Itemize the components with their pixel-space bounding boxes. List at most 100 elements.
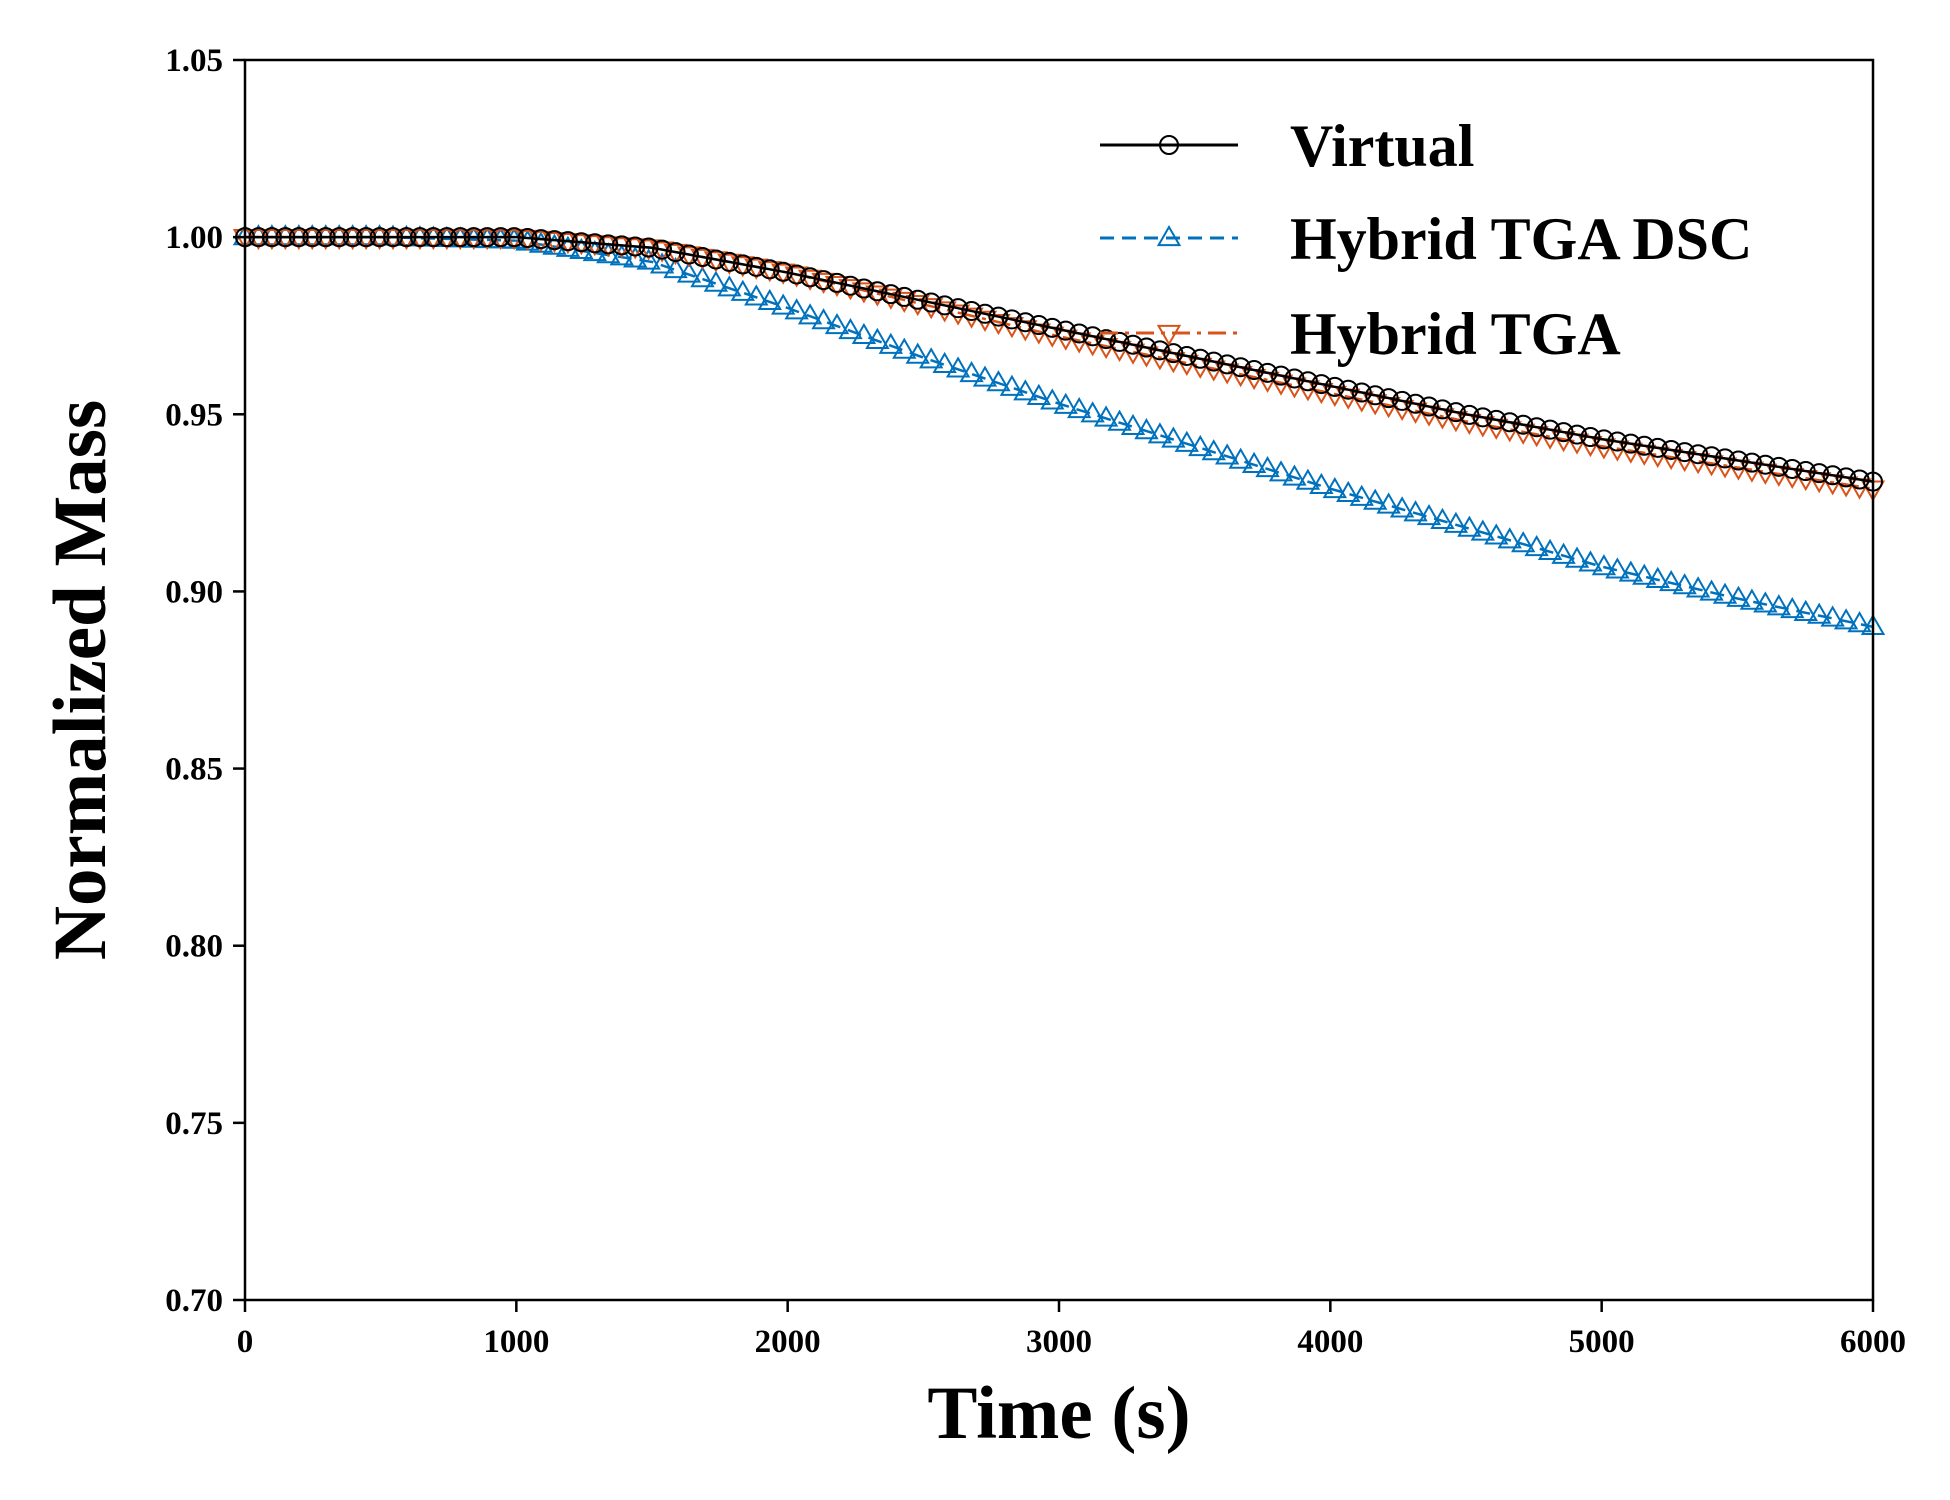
series-marker bbox=[1847, 611, 1872, 633]
series-marker bbox=[1472, 407, 1493, 428]
series-marker bbox=[1661, 439, 1682, 460]
series-marker bbox=[1215, 443, 1240, 465]
y-tick-label: 0.70 bbox=[165, 1283, 223, 1319]
series-marker bbox=[1551, 542, 1576, 564]
series-marker bbox=[1338, 379, 1359, 400]
series-marker bbox=[1699, 579, 1724, 601]
series-marker bbox=[853, 278, 874, 299]
series-marker bbox=[1620, 433, 1641, 454]
series-marker bbox=[880, 284, 901, 305]
series-marker bbox=[1445, 402, 1466, 423]
y-tick-label: 1.00 bbox=[165, 220, 223, 256]
x-tick-label: 2000 bbox=[755, 1324, 821, 1360]
series-marker bbox=[948, 298, 969, 319]
y-tick-label: 0.85 bbox=[165, 752, 223, 788]
series-marker bbox=[1741, 452, 1762, 473]
series-marker bbox=[959, 360, 984, 383]
series-marker bbox=[1403, 500, 1428, 522]
series-marker bbox=[1782, 458, 1803, 479]
series-marker bbox=[1405, 393, 1426, 414]
series-marker bbox=[732, 254, 753, 275]
series-marker bbox=[1822, 465, 1843, 486]
y-tick-label: 0.95 bbox=[165, 397, 223, 433]
series-marker bbox=[1149, 340, 1170, 361]
series-marker bbox=[1755, 454, 1776, 475]
series-marker bbox=[1580, 427, 1601, 448]
series-virtual bbox=[235, 227, 1883, 492]
series-marker bbox=[1107, 409, 1132, 431]
y-tick-label: 0.75 bbox=[165, 1106, 223, 1142]
series-marker bbox=[1163, 343, 1184, 364]
legend-item: Virtual bbox=[1100, 113, 1474, 179]
series-marker bbox=[690, 266, 715, 288]
series-marker bbox=[786, 264, 807, 285]
series-marker bbox=[1419, 396, 1439, 417]
series-marker bbox=[1795, 461, 1816, 482]
series-marker bbox=[1042, 317, 1063, 338]
series-marker bbox=[757, 288, 782, 311]
series-marker bbox=[1849, 469, 1870, 490]
series-marker bbox=[1365, 385, 1386, 406]
series-marker bbox=[1026, 383, 1051, 405]
series-marker bbox=[1176, 345, 1197, 366]
series-marker bbox=[1728, 450, 1749, 471]
series-marker bbox=[1634, 435, 1655, 456]
series-marker bbox=[1015, 312, 1036, 333]
series-marker bbox=[1739, 588, 1765, 610]
series-marker bbox=[919, 347, 944, 369]
series-marker bbox=[838, 317, 863, 340]
series-marker bbox=[1297, 371, 1318, 392]
series-marker bbox=[679, 244, 699, 265]
series-marker bbox=[1324, 376, 1345, 397]
series-marker bbox=[1513, 414, 1534, 435]
series-marker bbox=[921, 292, 942, 313]
series-marker bbox=[1203, 351, 1224, 372]
series-marker bbox=[1217, 354, 1238, 375]
series-marker bbox=[1511, 531, 1536, 553]
series-marker bbox=[1271, 365, 1291, 386]
legend-item: Hybrid TGA bbox=[1100, 301, 1621, 367]
series-marker bbox=[705, 249, 726, 270]
series-marker bbox=[827, 272, 847, 293]
series-marker bbox=[1082, 326, 1103, 347]
series-marker bbox=[1136, 337, 1157, 358]
series-marker bbox=[1190, 348, 1211, 369]
legend-item: Hybrid TGA DSC bbox=[1100, 206, 1752, 272]
series-marker bbox=[1109, 331, 1130, 352]
series-marker bbox=[1123, 334, 1143, 355]
series-marker bbox=[975, 303, 995, 324]
y-tick-label: 0.80 bbox=[165, 929, 223, 965]
legend-marker bbox=[1159, 135, 1179, 155]
series-marker bbox=[1443, 511, 1469, 533]
series-marker bbox=[1701, 446, 1722, 467]
series-marker bbox=[1336, 480, 1361, 502]
series-marker bbox=[759, 259, 780, 280]
x-tick-label: 3000 bbox=[1026, 1324, 1092, 1360]
legend: Virtual Hybrid TGA DSC Hybrid TGA bbox=[1100, 113, 1752, 367]
x-tick-label: 5000 bbox=[1569, 1324, 1635, 1360]
series-marker bbox=[1659, 569, 1684, 592]
series-marker bbox=[649, 252, 675, 274]
series-marker bbox=[1147, 422, 1173, 444]
series-marker bbox=[1055, 320, 1076, 341]
series-marker bbox=[1809, 463, 1830, 484]
series-marker bbox=[1688, 444, 1709, 465]
series-marker bbox=[692, 246, 713, 267]
series-marker bbox=[1526, 417, 1547, 438]
series-marker bbox=[1768, 456, 1789, 477]
series-marker bbox=[719, 251, 740, 272]
series-marker bbox=[1567, 424, 1587, 445]
series-marker bbox=[1311, 374, 1332, 395]
series-marker bbox=[934, 295, 955, 316]
legend-label: Virtual bbox=[1290, 113, 1474, 179]
x-axis-title: Time (s) bbox=[927, 1372, 1190, 1455]
series-marker bbox=[988, 306, 1009, 327]
series-marker bbox=[867, 281, 888, 302]
series-marker bbox=[1553, 422, 1574, 443]
y-axis-title: Normalized Mass bbox=[39, 400, 122, 960]
series-marker bbox=[1459, 404, 1480, 425]
legend-label: Hybrid TGA bbox=[1290, 301, 1621, 367]
series-marker bbox=[1540, 419, 1561, 440]
series-marker bbox=[1001, 309, 1022, 330]
